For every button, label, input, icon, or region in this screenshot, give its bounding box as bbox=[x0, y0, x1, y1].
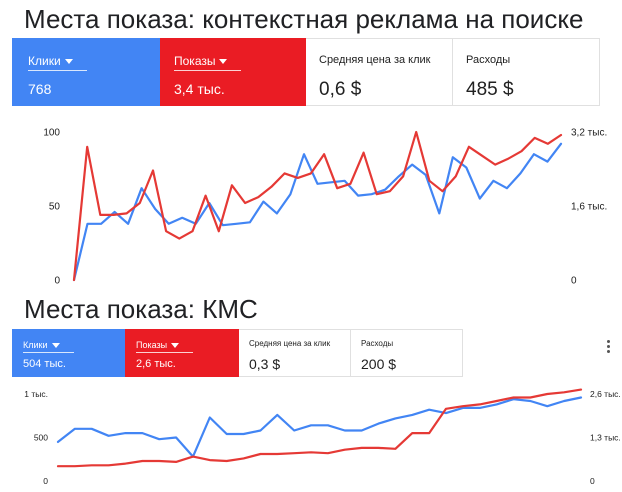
section1-title: Места показа: контекстная реклама на пои… bbox=[24, 4, 584, 34]
cost-value: 200 $ bbox=[361, 356, 397, 372]
cost-label: Расходы bbox=[466, 54, 511, 66]
right-axis-tick-label: 1,3 тыс. bbox=[590, 432, 621, 442]
impressions-card[interactable]: Показы 2,6 тыс. bbox=[125, 329, 239, 377]
avg-cpc-value: 0,3 $ bbox=[249, 356, 281, 372]
right-axis-tick-label: 0 bbox=[571, 276, 577, 287]
left-axis-tick-label: 0 bbox=[43, 476, 48, 486]
impressions-value: 3,4 тыс. bbox=[174, 81, 225, 97]
clicks-label: Клики bbox=[28, 54, 61, 68]
caret-down-icon bbox=[51, 343, 60, 349]
caret-down-icon bbox=[171, 343, 180, 349]
impressions-label: Показы bbox=[136, 340, 168, 350]
right-axis-tick-label: 3,2 тыс. bbox=[571, 128, 607, 139]
left-axis-tick-label: 0 bbox=[54, 276, 60, 287]
right-axis-tick-label: 1,6 тыс. bbox=[571, 202, 607, 213]
avg-cpc-card[interactable]: Средняя цена за клик 0,6 $ bbox=[306, 38, 453, 106]
more-vert-icon[interactable] bbox=[607, 340, 611, 355]
impressions-series-line bbox=[56, 388, 583, 468]
clicks-value: 768 bbox=[28, 81, 52, 97]
clicks-label: Клики bbox=[23, 340, 48, 350]
avg-cpc-label: Средняя цена за клик bbox=[319, 54, 431, 66]
search-performance-chart: 0 50 100 0 1,6 тыс. 3,2 тыс. bbox=[43, 128, 607, 287]
section2-title: Места показа: КМС bbox=[24, 294, 258, 324]
avg-cpc-card[interactable]: Средняя цена за клик 0,3 $ bbox=[239, 329, 351, 377]
cost-label: Расходы bbox=[361, 339, 394, 348]
clicks-series-line bbox=[56, 396, 583, 458]
cost-value: 485 $ bbox=[466, 79, 514, 100]
section2-scorecards: Клики 504 тыс. Показы 2,6 тыс. Средняя ц… bbox=[12, 329, 463, 377]
section1-scorecards: Клики 768 Показы 3,4 тыс. Средняя цена з… bbox=[12, 38, 600, 106]
clicks-card[interactable]: Клики 504 тыс. bbox=[12, 329, 125, 377]
clicks-series-line bbox=[72, 142, 563, 282]
left-axis-tick-label: 100 bbox=[43, 128, 60, 139]
left-axis-tick-label: 500 bbox=[34, 432, 48, 442]
avg-cpc-value: 0,6 $ bbox=[319, 79, 362, 100]
impressions-card[interactable]: Показы 3,4 тыс. bbox=[160, 38, 306, 106]
impressions-value: 2,6 тыс. bbox=[136, 358, 176, 370]
left-axis-tick-label: 50 bbox=[49, 202, 61, 213]
cost-card[interactable]: Расходы 200 $ bbox=[351, 329, 463, 377]
caret-down-icon bbox=[64, 59, 73, 65]
display-network-chart: 0 500 1 тыс. 0 1,3 тыс. 2,6 тыс. bbox=[24, 388, 621, 486]
right-axis-tick-label: 2,6 тыс. bbox=[590, 389, 621, 399]
clicks-card[interactable]: Клики 768 bbox=[12, 38, 160, 106]
cost-card[interactable]: Расходы 485 $ bbox=[453, 38, 600, 106]
impressions-label: Показы bbox=[174, 54, 216, 68]
impressions-series-line bbox=[72, 130, 563, 282]
avg-cpc-label: Средняя цена за клик bbox=[249, 339, 331, 348]
right-axis-tick-label: 0 bbox=[590, 476, 595, 486]
left-axis-tick-label: 1 тыс. bbox=[24, 389, 48, 399]
caret-down-icon bbox=[219, 59, 228, 65]
clicks-value: 504 тыс. bbox=[23, 358, 66, 370]
